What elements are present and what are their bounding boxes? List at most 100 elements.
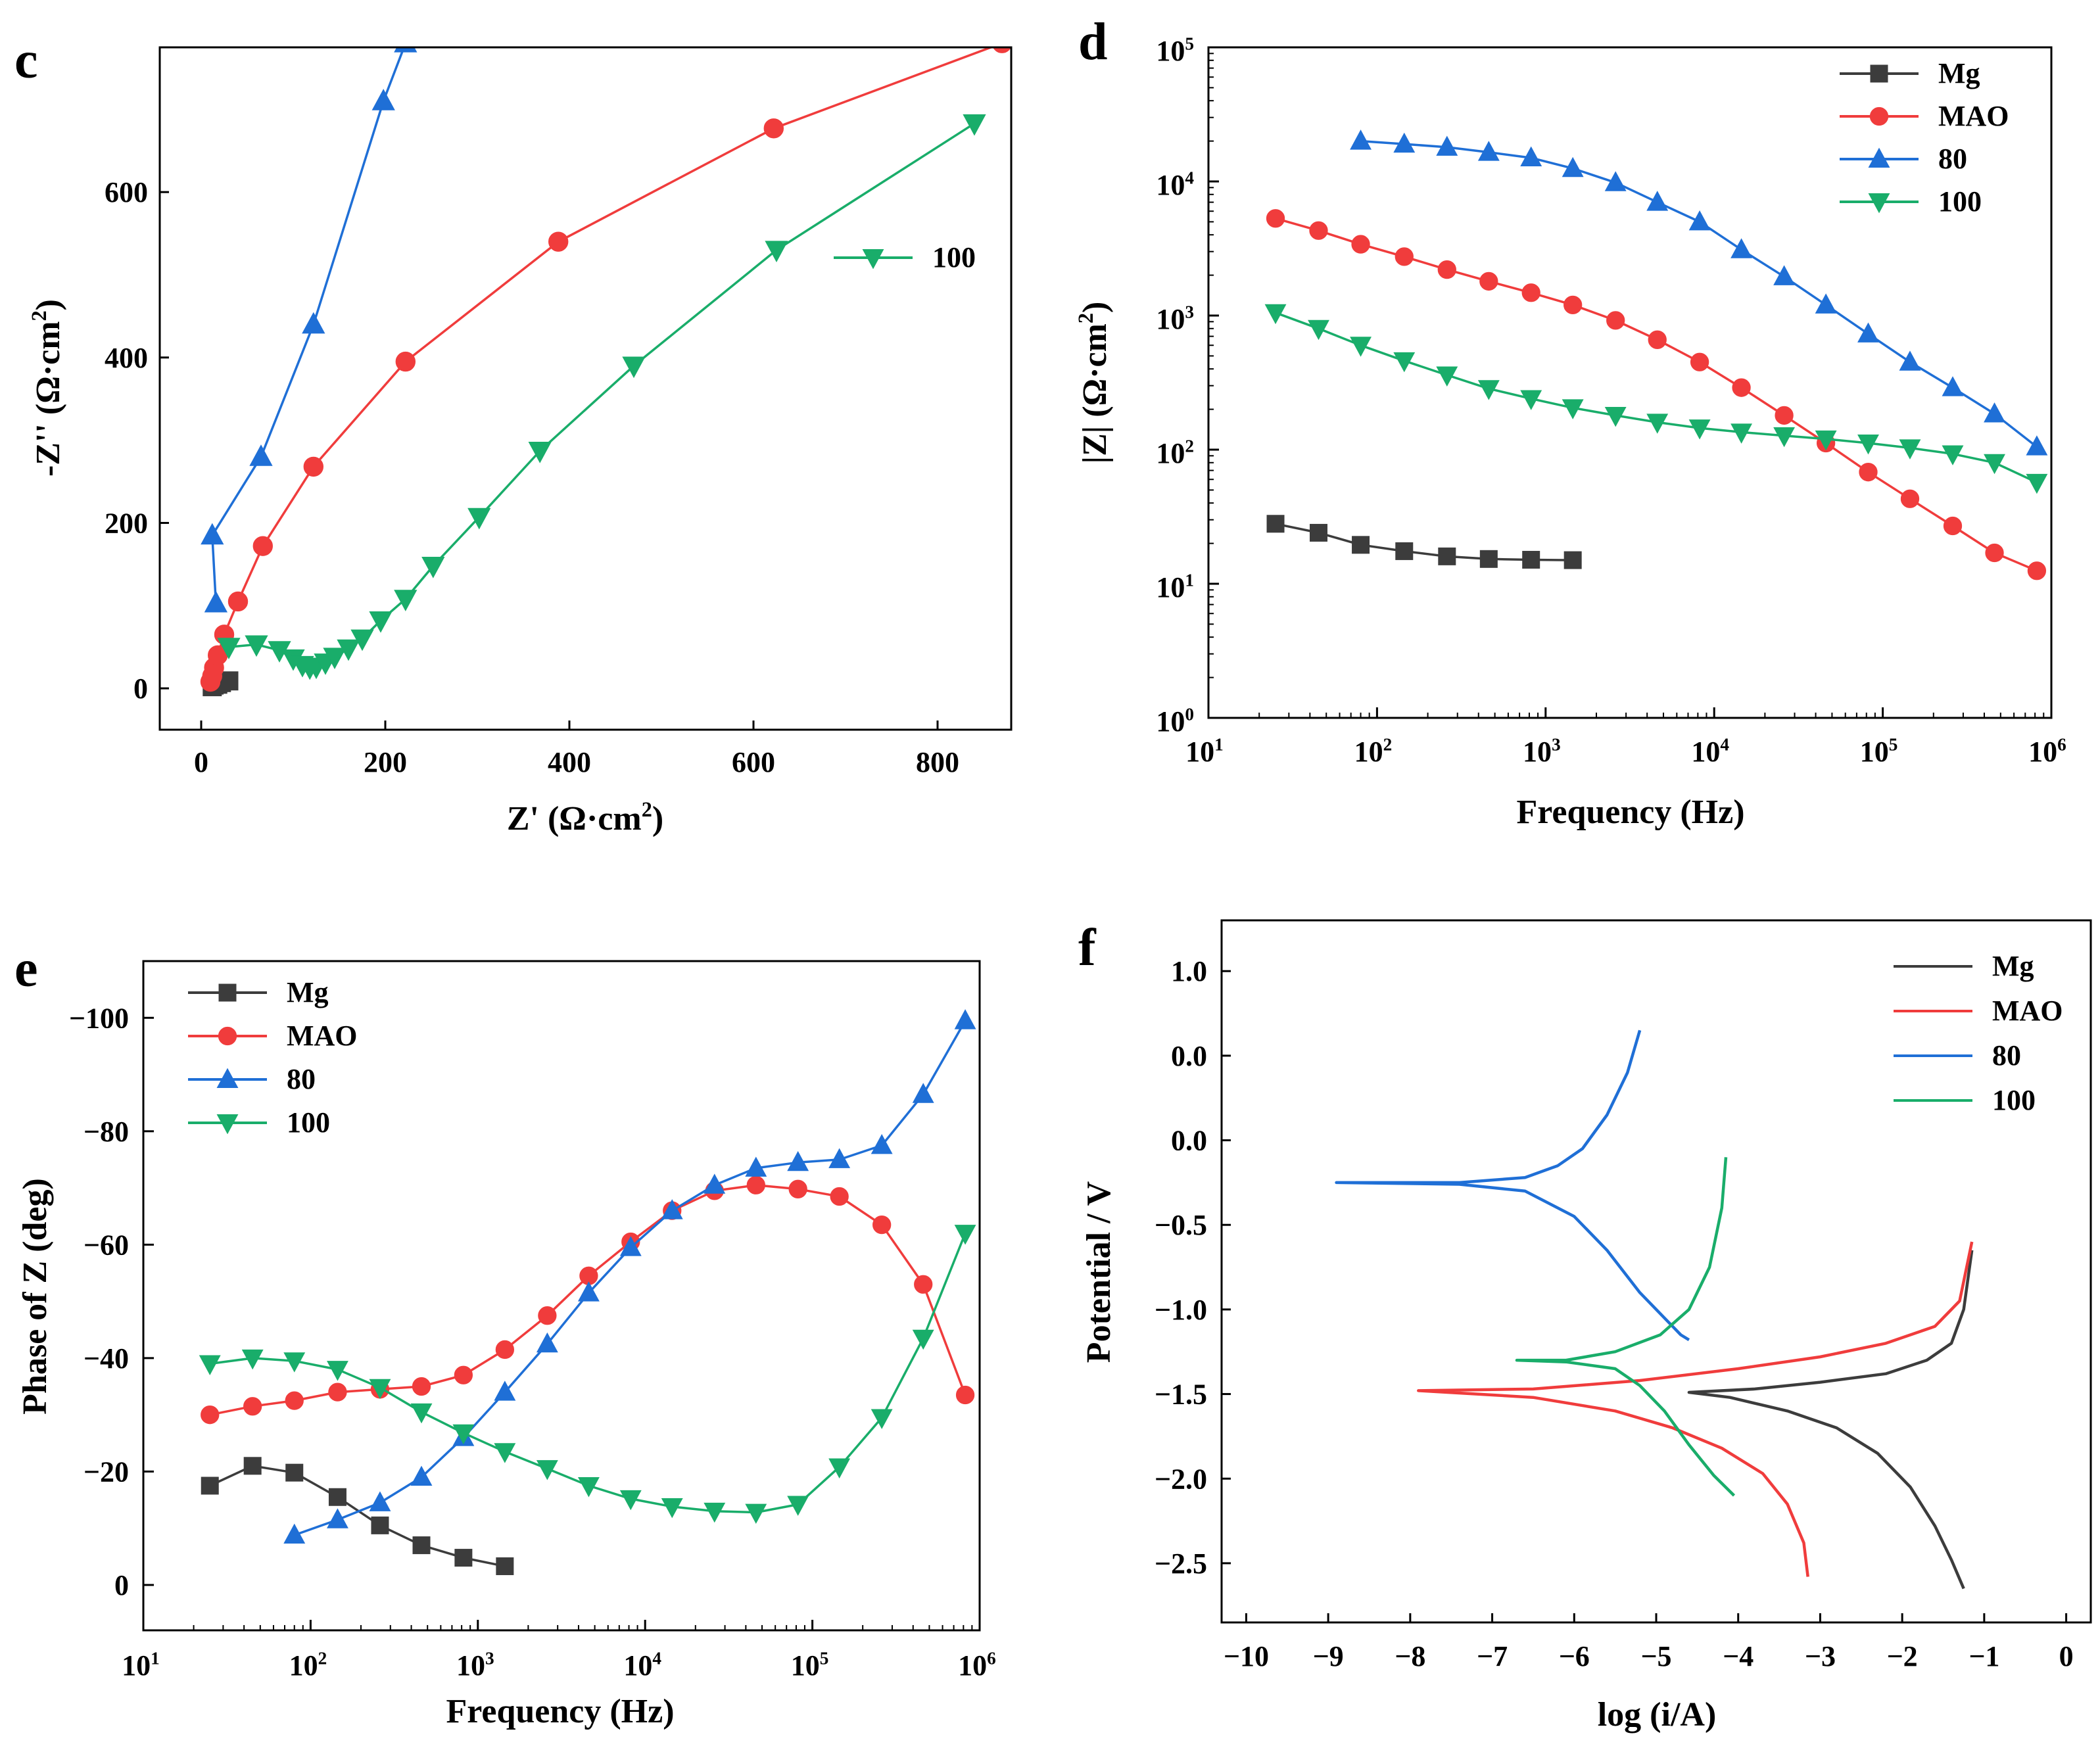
- panel-d-point-100-7: [1562, 399, 1584, 419]
- panel-f-ytick-label--2: −2.0: [1155, 1463, 1207, 1495]
- panel-e-point-100-11: [661, 1498, 683, 1519]
- panel-e-series-100: [199, 1225, 976, 1524]
- panel-d-point-80-14: [1942, 376, 1964, 396]
- panel-e-point-80-9: [661, 1199, 683, 1219]
- panel-d-point-Mg-5: [1479, 550, 1498, 568]
- panel-c-xtick-label-600: 600: [732, 746, 775, 778]
- panel-e-point-80-14: [871, 1133, 893, 1154]
- panel-f-xtick-label--9: −9: [1313, 1640, 1344, 1672]
- panel-e-xtick-label-3: 103: [456, 1648, 494, 1682]
- panel-d-point-100-18: [2026, 473, 2048, 494]
- panel-c-ytick-label-200: 200: [105, 507, 148, 539]
- panel-e-point-80-6: [536, 1332, 558, 1353]
- panel-c-point-80-1: [201, 523, 224, 545]
- panel-e-point-100-3: [327, 1361, 348, 1381]
- panel-e-point-MAO-13: [746, 1175, 765, 1194]
- panel-f-line-Mg: [1687, 1250, 1974, 1590]
- panel-f-xtick-label--1: −1: [1969, 1640, 1999, 1672]
- panel-c-point-80-4: [371, 89, 395, 110]
- panel-d-point-MAO-7: [1563, 295, 1583, 314]
- panel-d-point-MAO-2: [1351, 235, 1370, 254]
- panel-f-legend-label-100: 100: [1992, 1084, 2036, 1116]
- panel-c-point-100-12: [394, 590, 418, 611]
- panel-d-line-MAO: [1275, 217, 2038, 572]
- panel-e-point-100-10: [619, 1490, 642, 1511]
- panel-e-point-100-5: [410, 1403, 433, 1424]
- panel-c-y-axis-title: -Z'' (Ω·cm2): [27, 299, 67, 477]
- panel-d-bode-magnitude-plot: 101 102 103 104 105 106100101102103104105MgMA…: [1074, 13, 2066, 831]
- panel-c-frame: [158, 46, 1013, 731]
- panel-d-series-80: [1350, 130, 2048, 456]
- panel-f-series-80: [1335, 1029, 1690, 1342]
- panel-e-point-MAO-18: [955, 1385, 975, 1405]
- panel-c-point-100-14: [467, 508, 491, 530]
- panel-d-ytick-label-3: 103: [1156, 302, 1194, 335]
- panel-c-line-80: [211, 47, 406, 603]
- panel-f-x-axis-title: log (i/A): [1598, 1696, 1717, 1734]
- panel-d-legend-label-Mg: Mg: [1938, 57, 1980, 89]
- panel-e-point-80-5: [494, 1381, 516, 1401]
- panel-d-point-100-17: [1984, 454, 2005, 475]
- panel-c-nyquist-plot: 0 200 400 600 800 0 200 400 600 100 c Z' (Ω·cm2) -Z'…: [14, 32, 1013, 838]
- panel-e-point-Mg-7: [496, 1557, 514, 1576]
- panel-e-point-80-2: [369, 1491, 391, 1511]
- panel-d-point-MAO-8: [1606, 311, 1625, 330]
- panel-e-xtick-label-6: 106: [958, 1648, 996, 1682]
- panel-d-point-MAO-3: [1395, 247, 1414, 266]
- panel-e-letter: e: [14, 940, 38, 998]
- panel-d-line-80: [1360, 139, 2038, 448]
- panel-e-ytick-label--20: −20: [84, 1455, 129, 1488]
- panel-e-point-100-16: [871, 1409, 893, 1429]
- panel-d-series-Mg: [1266, 515, 1582, 569]
- panel-e-point-80-0: [283, 1523, 306, 1544]
- panel-c-point-100-0: [217, 638, 241, 659]
- panel-e-point-Mg-0: [201, 1476, 219, 1495]
- panel-e-xtick-label-5: 105: [791, 1648, 829, 1682]
- panel-d-ytick-label-4: 104: [1156, 168, 1194, 201]
- panel-f-xtick-label--3: −3: [1805, 1640, 1836, 1672]
- panel-d-point-100-0: [1264, 304, 1287, 325]
- panel-e-point-MAO-7: [495, 1340, 515, 1359]
- panel-d-point-100-1: [1308, 319, 1329, 341]
- panel-d-point-100-10: [1688, 419, 1711, 440]
- panel-c-point-MAO-8: [395, 351, 416, 372]
- panel-d-point-MAO-18: [2027, 561, 2047, 580]
- panel-c-series-MAO: [200, 47, 1011, 692]
- panel-e-point-MAO-5: [412, 1377, 431, 1396]
- panel-d-xtick-label-2: 102: [1354, 734, 1393, 768]
- panel-d-point-Mg-4: [1438, 547, 1456, 565]
- panel-e-point-MAO-15: [830, 1187, 849, 1206]
- panel-c-line-100: [228, 122, 975, 669]
- panel-c-legend-label-100: 100: [932, 241, 976, 273]
- panel-c-xtick-label-800: 800: [916, 746, 959, 778]
- panel-d-point-80-7: [1646, 191, 1669, 211]
- panel-d-legend-marker-MAO: [1869, 106, 1889, 126]
- panel-d-xtick-label-3: 103: [1523, 734, 1561, 768]
- panel-e-point-80-12: [787, 1150, 809, 1171]
- panel-d-legend-marker-Mg: [1870, 64, 1888, 83]
- panel-f-y-axis-title: Potential / V: [1080, 1181, 1118, 1363]
- panel-e-point-80-8: [619, 1236, 642, 1256]
- panel-e-x-axis-title: Frequency (Hz): [446, 1693, 674, 1730]
- panel-e-legend-marker-80: [216, 1068, 239, 1088]
- panel-f-ytick-label--0.5: −0.5: [1155, 1209, 1207, 1241]
- panel-d-ytick-label-5: 105: [1156, 34, 1194, 67]
- panel-e-ytick-label-0: 0: [114, 1569, 129, 1601]
- panel-d-point-80-6: [1604, 171, 1627, 191]
- panel-e-point-80-10: [704, 1173, 726, 1194]
- panel-e-point-MAO-16: [872, 1216, 892, 1235]
- panel-e-point-MAO-17: [914, 1275, 933, 1294]
- panel-f-ytick-label-0: 0.0: [1171, 1125, 1207, 1157]
- panel-e-legend-label-80: 80: [287, 1063, 316, 1095]
- panel-f-xtick-label--8: −8: [1395, 1640, 1425, 1672]
- panel-e-ytick-label--60: −60: [84, 1229, 129, 1261]
- panel-e-ytick-label--80: −80: [84, 1116, 129, 1148]
- panel-d-point-Mg-6: [1522, 550, 1540, 569]
- panel-e-point-Mg-6: [454, 1549, 473, 1567]
- panel-d-legend-label-MAO: MAO: [1938, 100, 2009, 132]
- panel-d-point-Mg-0: [1266, 515, 1285, 533]
- panel-d-point-Mg-2: [1352, 536, 1370, 554]
- panel-d-xtick-label-4: 104: [1691, 734, 1729, 768]
- panel-d-point-100-6: [1520, 390, 1542, 410]
